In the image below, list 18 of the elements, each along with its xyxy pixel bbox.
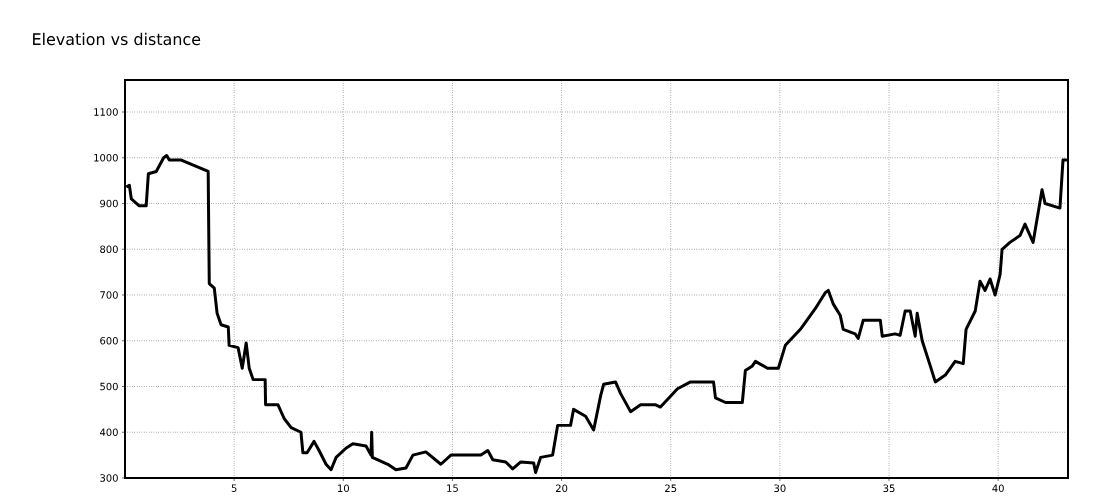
x-tick-label: 30 bbox=[774, 484, 786, 493]
y-tick-label: 600 bbox=[100, 336, 118, 345]
x-tick-label: 20 bbox=[555, 484, 568, 493]
y-tick-label: 800 bbox=[100, 245, 118, 254]
x-tick-label: 5 bbox=[231, 484, 237, 492]
y-tick-label: 700 bbox=[100, 291, 118, 299]
x-tick-label: 40 bbox=[992, 484, 1004, 493]
chart-title: Elevation vs distance bbox=[33, 32, 201, 46]
y-tick-label: 300 bbox=[100, 474, 118, 482]
x-tick-label: 10 bbox=[338, 484, 349, 493]
y-tick-label: 900 bbox=[100, 199, 118, 208]
x-tick-label: 25 bbox=[665, 484, 677, 493]
y-tick-label: 500 bbox=[100, 382, 118, 391]
x-tick-label: 15 bbox=[447, 484, 458, 492]
x-tick-label: 35 bbox=[883, 484, 895, 493]
y-tick-label: 400 bbox=[99, 428, 118, 436]
y-tick-label: 1100 bbox=[94, 108, 118, 116]
y-tick-label: 1000 bbox=[94, 153, 118, 162]
